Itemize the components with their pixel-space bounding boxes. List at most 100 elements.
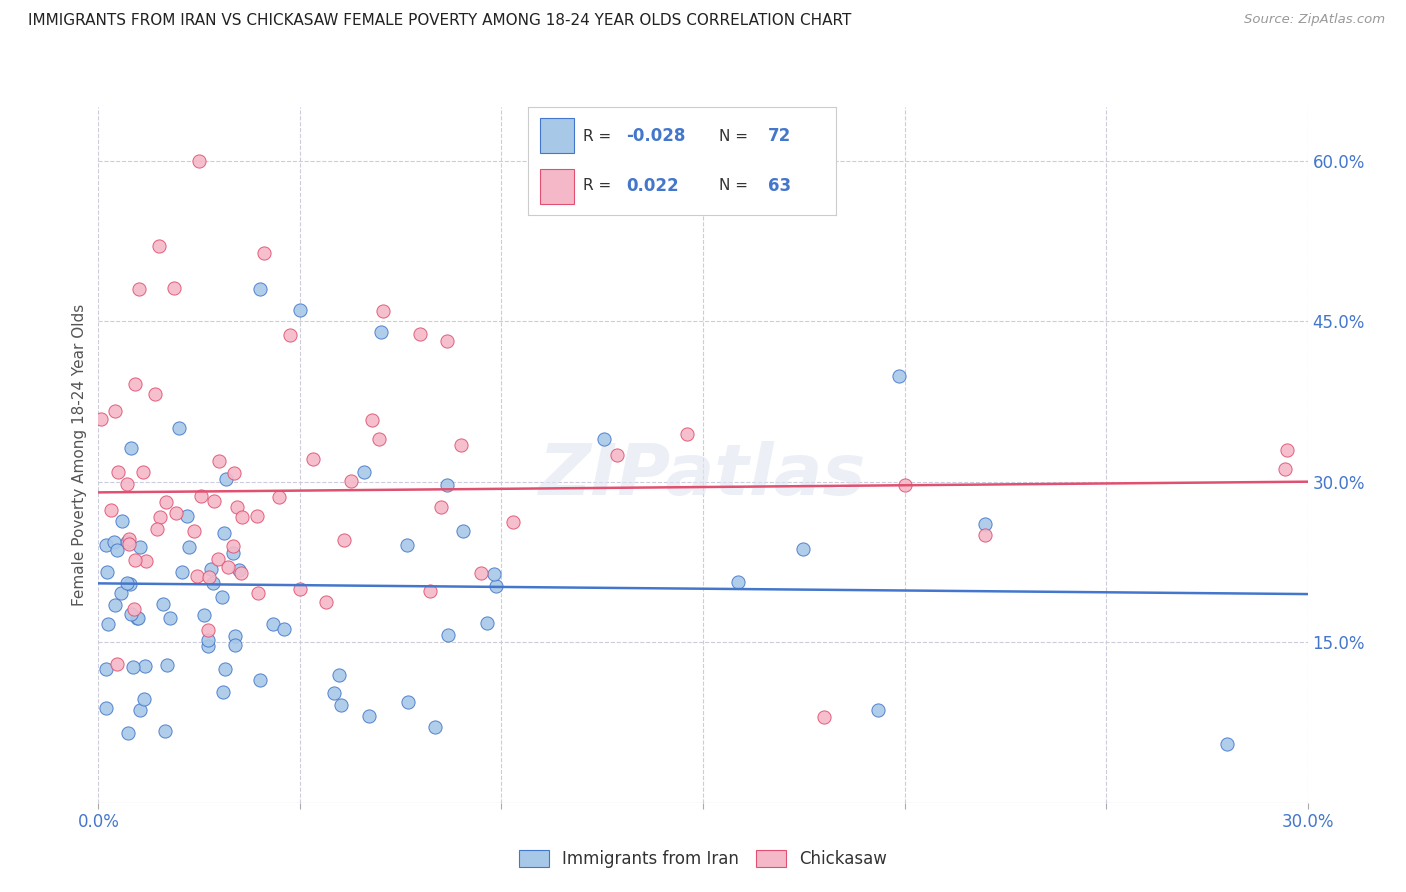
Point [143,386,166,401]
Point [103,535,125,549]
Point [253,246,276,260]
Point [202,494,225,508]
Point [132,466,155,480]
Point [188,153,211,168]
Point [118,532,141,546]
Point [273,623,295,637]
Point [215,472,238,486]
Point [436,334,458,349]
Point [328,668,350,682]
Point [451,524,474,539]
Point [179,540,201,554]
Point [222,546,245,560]
Point [482,566,505,581]
Point [357,708,380,723]
Text: 63: 63 [768,177,792,194]
Point [974,517,997,532]
Point [212,526,235,541]
Point [132,692,155,706]
Point [222,539,245,553]
Point [118,537,141,551]
Point [129,541,152,555]
Point [395,538,418,552]
Point [470,566,492,580]
Point [315,595,337,609]
Point [135,554,157,568]
Point [430,500,453,514]
Point [96,662,118,676]
Point [120,441,142,455]
Point [197,623,219,637]
Point [200,562,222,576]
Point [231,510,253,524]
Point [148,239,170,253]
Point [117,477,139,491]
Text: IMMIGRANTS FROM IRAN VS CHICKASAW FEMALE POVERTY AMONG 18-24 YEAR OLDS CORRELATI: IMMIGRANTS FROM IRAN VS CHICKASAW FEMALE… [28,13,852,29]
Point [115,535,138,549]
Point [207,453,229,467]
Point [183,524,205,539]
Point [606,448,628,462]
Point [207,551,229,566]
Point [262,616,284,631]
Point [117,726,139,740]
Bar [540,169,574,204]
Point [211,685,233,699]
Text: 0.022: 0.022 [626,177,679,194]
Point [120,577,142,591]
Point [228,564,250,578]
Point [149,510,172,524]
Point [224,639,246,653]
Point [792,541,814,556]
Point [97,617,120,632]
Point [105,543,128,558]
Point [176,509,198,524]
Point [269,490,291,504]
Point [115,576,138,591]
Point [124,376,146,391]
Point [129,702,152,716]
Point [224,629,246,643]
Point [593,432,616,446]
Point [225,500,247,515]
Point [94,538,117,552]
Legend: Immigrants from Iran, Chickasaw: Immigrants from Iran, Chickasaw [512,843,894,874]
Point [120,607,142,621]
Point [128,282,150,296]
Point [322,686,344,700]
Point [122,601,145,615]
Point [477,615,499,630]
Point [96,565,118,579]
Point [231,566,253,580]
Point [361,413,384,427]
Y-axis label: Female Poverty Among 18-24 Year Olds: Female Poverty Among 18-24 Year Olds [72,304,87,606]
Point [104,598,127,612]
Text: N =: N = [718,178,752,194]
Point [214,663,236,677]
Point [156,657,179,672]
Point [127,611,149,625]
Point [153,724,176,739]
Point [152,598,174,612]
Point [110,586,132,600]
Text: 72: 72 [768,128,792,145]
Text: -0.028: -0.028 [626,128,686,145]
Point [146,522,169,536]
Point [450,437,472,451]
Point [1274,462,1296,476]
Point [90,411,112,425]
Point [727,574,749,589]
Point [211,590,233,604]
Point [198,569,221,583]
Point [278,327,301,342]
Point [419,584,441,599]
Point [167,421,190,435]
Point [370,325,392,339]
Text: N =: N = [718,128,752,144]
Point [333,533,356,547]
Text: R =: R = [583,128,616,144]
Point [193,608,215,623]
Point [201,576,224,591]
Point [217,560,239,574]
Point [340,474,363,488]
